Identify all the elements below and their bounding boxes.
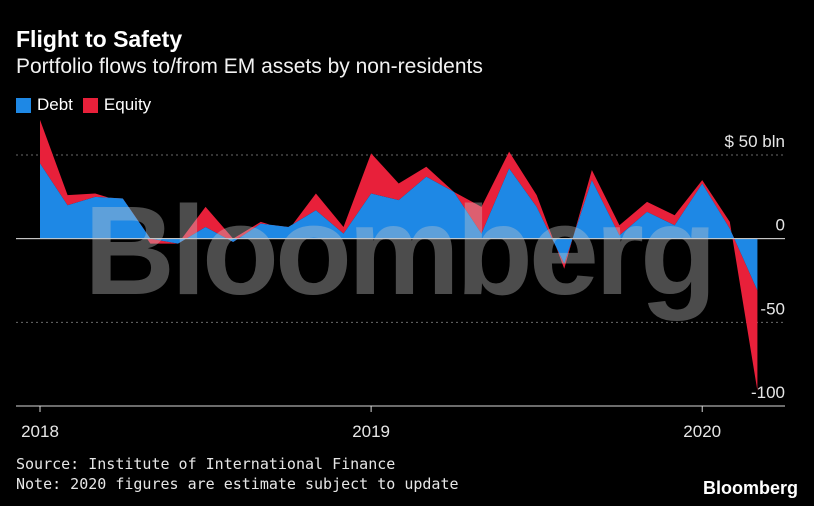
y-tick-label: -100 — [751, 383, 785, 402]
debt-area — [40, 163, 758, 291]
footnote: Note: 2020 figures are estimate subject … — [16, 475, 459, 493]
legend-label-debt: Debt — [37, 95, 73, 114]
y-tick-label: 0 — [776, 216, 785, 235]
legend-swatch-equity — [82, 97, 98, 113]
legend-swatch-debt — [16, 97, 31, 113]
legend-item-debt: Debt — [16, 95, 73, 115]
chart-subtitle: Portfolio flows to/from EM assets by non… — [16, 55, 483, 78]
equity-area — [40, 119, 758, 391]
x-tick-label: 2018 — [21, 422, 59, 441]
area-series — [16, 119, 785, 391]
axes: $ 50 bln 0 -50 -100 2018 2019 2020 — [16, 132, 785, 441]
legend-label-equity: Equity — [103, 95, 152, 114]
y-tick-label: $ 50 bln — [725, 132, 786, 151]
legend: Debt Equity — [16, 95, 161, 115]
chart-title: Flight to Safety — [16, 26, 183, 52]
bloomberg-logo: Bloomberg — [702, 478, 798, 498]
source-note: Source: Institute of International Finan… — [16, 455, 396, 473]
y-tick-label: -50 — [760, 299, 785, 318]
x-tick-label: 2020 — [683, 422, 721, 441]
x-tick-label: 2019 — [352, 422, 390, 441]
legend-item-equity: Equity — [82, 95, 152, 115]
